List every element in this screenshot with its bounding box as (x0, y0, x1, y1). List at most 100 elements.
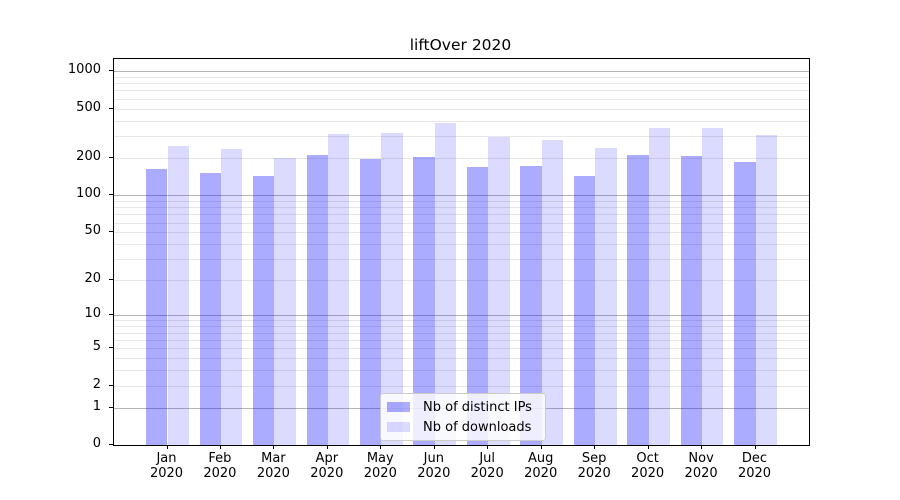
gridline-minor-7 (114, 332, 809, 334)
bar-downloads-may (381, 132, 403, 445)
y-tick-mark-0 (109, 444, 113, 445)
gridline-minor-4 (114, 357, 809, 359)
x-tick-mark-aug (540, 445, 542, 449)
bar-downloads-jun (434, 123, 457, 445)
gridline-minor-800 (114, 83, 809, 85)
y-tick-mark-1 (109, 406, 113, 408)
y-tick-label-5: 5 (92, 339, 101, 354)
x-tick-mark-feb (219, 445, 221, 449)
bar-distinct-ips-oct (627, 154, 649, 445)
x-tick-mark-oct (647, 445, 649, 449)
bar-distinct-ips-jul (466, 167, 489, 445)
bar-downloads-feb (220, 149, 243, 445)
legend: Nb of distinct IPs Nb of downloads (380, 393, 546, 441)
legend-label-downloads: Nb of downloads (423, 419, 532, 435)
bar-distinct-ips-jan (146, 169, 168, 445)
x-tick-label-sep: Sep 2020 (577, 451, 611, 481)
y-tick-label-100: 100 (76, 186, 101, 202)
bar-distinct-ips-aug (520, 165, 542, 445)
y-tick-label-1: 1 (92, 398, 101, 414)
y-tick-label-500: 500 (76, 99, 101, 115)
gridline-minor-2 (114, 385, 809, 387)
x-tick-label-dec: Dec 2020 (737, 451, 772, 481)
x-tick-mark-dec (754, 445, 756, 449)
y-tick-label-1000: 1000 (67, 62, 101, 78)
x-tick-mark-jun (433, 445, 435, 449)
gridline-major-10 (114, 315, 809, 317)
bar-downloads-aug (541, 139, 564, 445)
bar-distinct-ips-jun (413, 156, 435, 445)
bar-downloads-sep (595, 147, 617, 445)
gridline-minor-700 (114, 90, 809, 92)
bar-downloads-apr (327, 133, 350, 445)
y-tick-label-0: 0 (92, 436, 101, 451)
legend-item-distinct-ips: Nb of distinct IPs (387, 399, 539, 415)
bar-downloads-mar (274, 158, 296, 445)
x-tick-label-jan: Jan 2020 (149, 451, 184, 481)
gridline-minor-400 (114, 120, 809, 122)
gridline-minor-90 (114, 200, 809, 202)
gridline-minor-70 (114, 214, 809, 216)
gridline-major-1000 (114, 71, 809, 73)
x-tick-mark-jul (487, 445, 489, 449)
bar-distinct-ips-dec (734, 161, 756, 445)
bar-distinct-ips-mar (253, 176, 275, 445)
gridline-minor-300 (114, 136, 809, 138)
bar-downloads-nov (702, 127, 724, 445)
bar-downloads-jul (488, 137, 510, 445)
legend-swatch-distinct-ips (387, 402, 410, 412)
x-tick-label-nov: Nov 2020 (684, 451, 718, 481)
bar-downloads-dec (755, 134, 777, 445)
gridline-minor-200 (114, 158, 809, 159)
y-tick-mark-1000 (109, 70, 113, 72)
x-tick-mark-jan (166, 445, 168, 449)
gridline-minor-80 (114, 207, 809, 209)
y-tick-mark-20 (109, 279, 113, 281)
gridline-minor-30 (114, 259, 809, 261)
x-tick-mark-sep (594, 445, 596, 449)
x-tick-label-jun: Jun 2020 (417, 451, 451, 481)
gridline-minor-900 (114, 76, 809, 78)
y-tick-mark-2 (109, 384, 113, 386)
x-tick-label-feb: Feb 2020 (203, 451, 237, 481)
x-tick-mark-mar (273, 445, 275, 449)
x-tick-mark-nov (701, 445, 703, 449)
gridline-minor-60 (114, 222, 809, 224)
gridline-minor-3 (114, 370, 809, 371)
x-tick-label-oct: Oct 2020 (631, 451, 665, 481)
y-tick-label-200: 200 (76, 149, 101, 164)
gridline-major-100 (114, 195, 809, 197)
x-tick-label-mar: Mar 2020 (256, 451, 290, 481)
x-tick-label-aug: Aug 2020 (524, 451, 558, 481)
y-tick-mark-5 (109, 347, 113, 348)
bar-distinct-ips-feb (199, 172, 221, 445)
bar-distinct-ips-apr (306, 154, 328, 445)
y-tick-mark-500 (109, 107, 113, 109)
y-tick-label-2: 2 (92, 376, 101, 392)
gridline-minor-50 (114, 232, 809, 234)
legend-item-downloads: Nb of downloads (387, 419, 539, 435)
x-tick-mark-apr (326, 445, 328, 449)
gridline-minor-6 (114, 339, 809, 341)
x-tick-label-jul: Jul 2020 (470, 451, 504, 481)
gridline-minor-40 (114, 244, 809, 245)
gridline-minor-600 (114, 98, 809, 100)
y-tick-mark-50 (109, 231, 113, 233)
y-tick-mark-100 (109, 194, 113, 196)
y-tick-mark-10 (109, 314, 113, 316)
bar-distinct-ips-nov (680, 155, 703, 445)
plot-area: Nb of distinct IPs Nb of downloads (113, 58, 810, 446)
gridline-minor-5 (114, 348, 809, 349)
chart-title: liftOver 2020 (409, 36, 512, 54)
x-tick-label-apr: Apr 2020 (310, 451, 344, 481)
x-tick-mark-may (380, 445, 382, 449)
gridline-minor-8 (114, 326, 809, 328)
y-tick-mark-200 (109, 157, 113, 158)
y-tick-label-20: 20 (84, 271, 101, 287)
legend-label-distinct-ips: Nb of distinct IPs (423, 399, 532, 415)
gridline-minor-20 (114, 280, 809, 282)
bar-distinct-ips-may (359, 159, 382, 445)
y-tick-label-10: 10 (84, 306, 101, 322)
gridline-minor-9 (114, 320, 809, 322)
